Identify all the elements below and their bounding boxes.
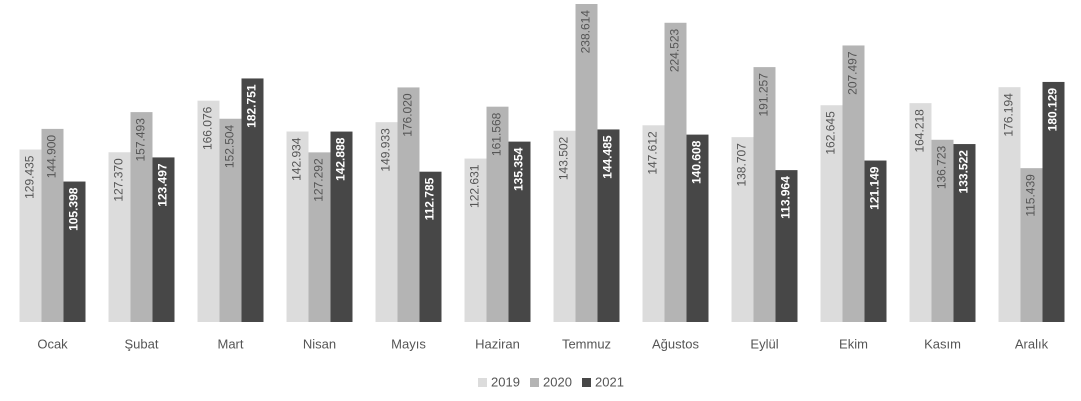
value-label: 176.194 bbox=[1002, 93, 1016, 137]
bar bbox=[642, 125, 665, 322]
x-tick-label: Kasım bbox=[924, 336, 961, 351]
value-label: 113.964 bbox=[779, 176, 793, 219]
bar bbox=[375, 122, 398, 322]
bar bbox=[664, 22, 687, 323]
bar bbox=[508, 141, 531, 322]
bar bbox=[130, 112, 153, 323]
bar bbox=[820, 105, 843, 322]
value-label: 123.497 bbox=[156, 163, 170, 207]
value-label: 176.020 bbox=[401, 93, 415, 137]
bar bbox=[553, 130, 576, 322]
bar bbox=[308, 152, 331, 322]
x-tick-label: Ekim bbox=[839, 336, 868, 351]
bar bbox=[775, 170, 798, 322]
bar bbox=[41, 128, 64, 322]
bar bbox=[909, 103, 932, 322]
bar bbox=[219, 118, 242, 322]
legend-label: 2021 bbox=[595, 374, 624, 389]
x-tick-label: Ağustos bbox=[652, 336, 699, 351]
bar bbox=[197, 100, 220, 322]
bar bbox=[330, 131, 353, 322]
value-label: 133.522 bbox=[957, 150, 971, 194]
value-label: 166.076 bbox=[201, 106, 215, 150]
value-label: 182.751 bbox=[245, 84, 259, 128]
legend-swatch bbox=[582, 378, 591, 387]
x-tick-label: Şubat bbox=[125, 336, 159, 351]
bar bbox=[1020, 168, 1043, 322]
x-tick-label: Eylül bbox=[750, 336, 778, 351]
bar bbox=[931, 139, 954, 322]
x-tick-label: Mayıs bbox=[391, 336, 426, 351]
value-label: 105.398 bbox=[67, 187, 81, 231]
value-label: 144.485 bbox=[601, 135, 615, 179]
bar bbox=[953, 144, 976, 322]
value-label: 157.493 bbox=[134, 118, 148, 162]
bar bbox=[19, 149, 42, 322]
bar bbox=[686, 134, 709, 322]
value-label: 115.439 bbox=[1024, 174, 1038, 217]
legend: 2019 2020 2021 bbox=[478, 374, 624, 389]
x-tick-label: Nisan bbox=[303, 336, 336, 351]
value-label: 142.888 bbox=[334, 137, 348, 181]
value-label: 121.149 bbox=[868, 166, 882, 210]
value-label: 142.934 bbox=[290, 137, 304, 181]
legend-label: 2020 bbox=[543, 374, 572, 389]
x-tick-label: Temmuz bbox=[562, 336, 611, 351]
bar bbox=[108, 152, 131, 322]
bar bbox=[864, 160, 887, 322]
value-label: 152.504 bbox=[223, 124, 237, 168]
x-tick-label: Aralık bbox=[1015, 336, 1049, 351]
value-label: 191.257 bbox=[757, 73, 771, 117]
legend-swatch bbox=[530, 378, 539, 387]
bar bbox=[397, 87, 420, 322]
value-label: 138.707 bbox=[735, 143, 749, 187]
bar bbox=[753, 67, 776, 322]
value-label: 143.502 bbox=[557, 136, 571, 180]
value-label: 127.370 bbox=[112, 158, 126, 202]
value-label: 144.900 bbox=[45, 135, 59, 179]
value-label: 127.292 bbox=[312, 158, 326, 202]
x-tick-label: Haziran bbox=[475, 336, 520, 351]
legend-swatch bbox=[478, 378, 487, 387]
value-label: 147.612 bbox=[646, 131, 660, 175]
bar bbox=[464, 158, 487, 322]
value-label: 135.354 bbox=[512, 147, 526, 191]
bar bbox=[597, 129, 620, 322]
value-label: 122.631 bbox=[468, 164, 482, 208]
bar bbox=[152, 157, 175, 322]
x-tick-label: Ocak bbox=[37, 336, 68, 351]
value-label: 238.614 bbox=[579, 10, 593, 54]
value-label: 164.218 bbox=[913, 109, 927, 153]
bar bbox=[486, 106, 509, 322]
value-label: 161.568 bbox=[490, 112, 504, 156]
value-label: 180.129 bbox=[1046, 88, 1060, 132]
legend-label: 2019 bbox=[491, 374, 520, 389]
bar bbox=[286, 131, 309, 322]
bar bbox=[998, 87, 1021, 322]
bar bbox=[241, 78, 264, 322]
bar bbox=[419, 171, 442, 322]
value-label: 224.523 bbox=[668, 28, 682, 72]
value-label: 162.645 bbox=[824, 111, 838, 155]
bar bbox=[731, 137, 754, 322]
value-label: 136.723 bbox=[935, 145, 949, 189]
value-label: 140.608 bbox=[690, 140, 704, 184]
bar bbox=[842, 45, 865, 322]
bar bbox=[63, 181, 86, 322]
bar bbox=[1042, 81, 1065, 322]
value-label: 129.435 bbox=[23, 155, 37, 199]
bar bbox=[575, 4, 598, 322]
value-label: 112.785 bbox=[423, 177, 437, 220]
value-label: 207.497 bbox=[846, 51, 860, 95]
value-label: 149.933 bbox=[379, 128, 393, 172]
x-tick-label: Mart bbox=[218, 336, 244, 351]
